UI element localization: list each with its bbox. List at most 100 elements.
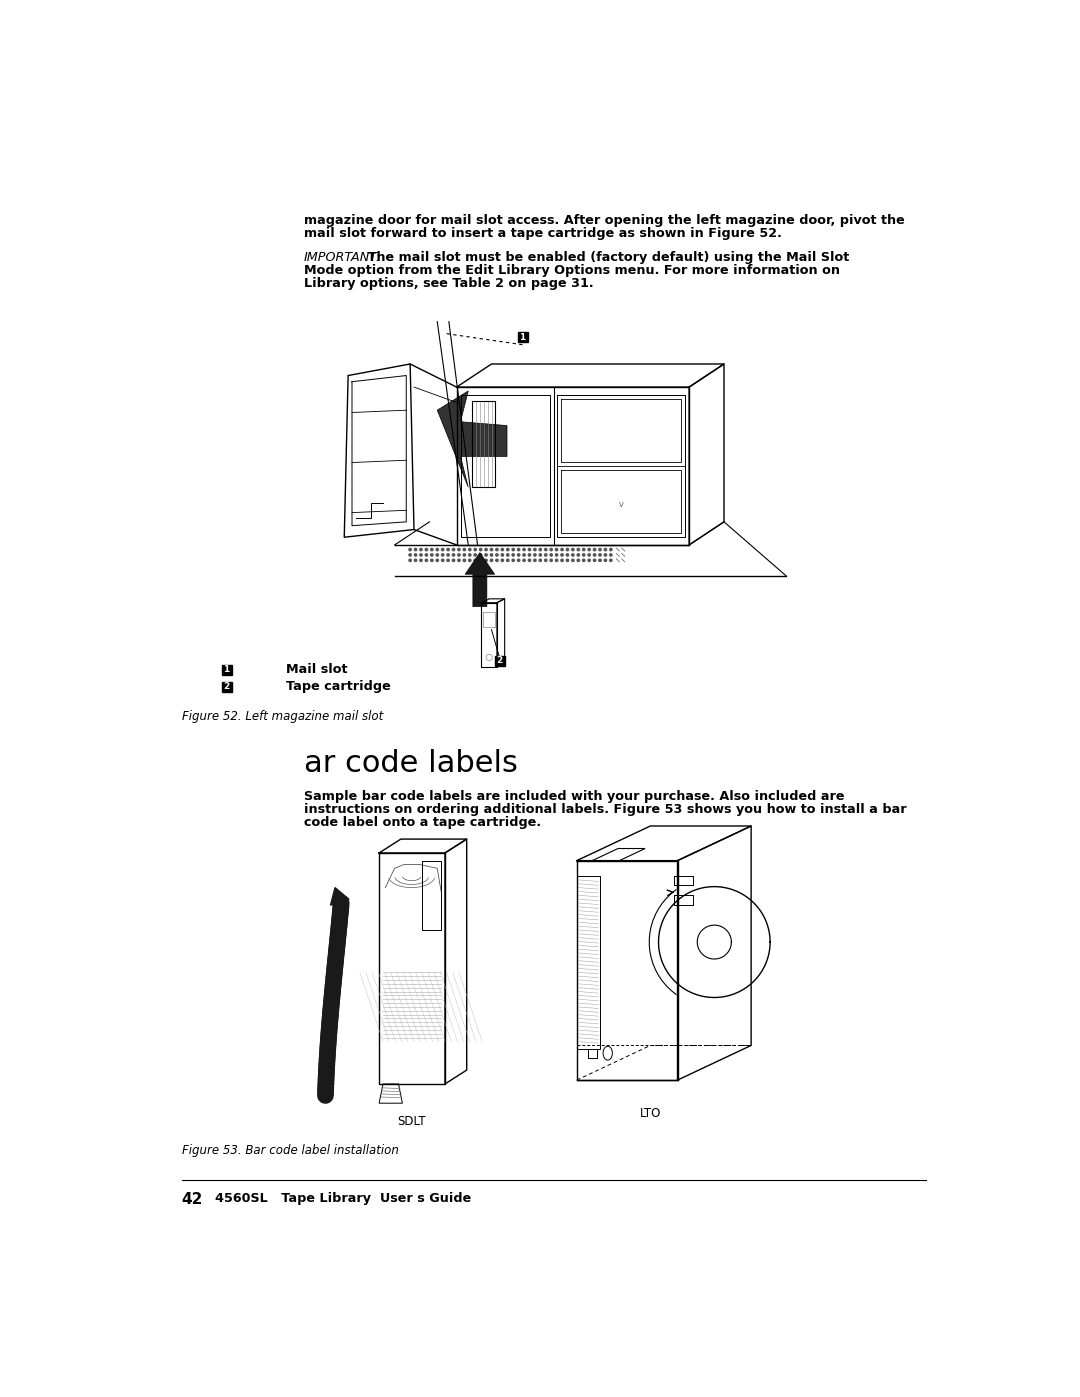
Text: magazine door for mail slot access. After opening the left magazine door, pivot : magazine door for mail slot access. Afte… [303,214,905,226]
Circle shape [442,559,444,562]
Circle shape [517,559,519,562]
Text: Figure 53. Bar code label installation: Figure 53. Bar code label installation [181,1144,399,1157]
Circle shape [420,549,422,550]
Circle shape [447,553,449,556]
Circle shape [474,549,476,550]
Circle shape [474,553,476,556]
Circle shape [496,553,498,556]
Circle shape [561,553,563,556]
Circle shape [593,553,596,556]
Text: 2: 2 [224,682,230,692]
Circle shape [593,549,596,550]
Circle shape [442,553,444,556]
Circle shape [453,559,455,562]
Circle shape [577,549,580,550]
Circle shape [415,549,417,550]
Circle shape [485,559,487,562]
Text: LTO: LTO [639,1106,661,1120]
Circle shape [458,559,460,562]
Circle shape [550,559,552,562]
Circle shape [463,549,465,550]
Text: Mode option from the Edit Library Options menu. For more information on: Mode option from the Edit Library Option… [303,264,840,277]
Circle shape [512,559,514,562]
Circle shape [420,553,422,556]
Circle shape [442,549,444,550]
Bar [221,682,232,692]
Circle shape [571,553,575,556]
Circle shape [436,553,438,556]
Circle shape [517,553,519,556]
Circle shape [528,559,530,562]
Circle shape [523,549,525,550]
Circle shape [544,559,546,562]
Circle shape [582,553,585,556]
Circle shape [426,549,428,550]
Circle shape [544,553,546,556]
Circle shape [588,553,591,556]
Text: mail slot forward to insert a tape cartridge as shown in Figure 52.: mail slot forward to insert a tape cartr… [303,226,782,240]
Circle shape [561,549,563,550]
Circle shape [420,559,422,562]
Text: V: V [619,502,623,509]
Circle shape [490,549,492,550]
FancyArrow shape [465,553,495,606]
Circle shape [610,553,612,556]
Circle shape [555,549,557,550]
Circle shape [501,559,503,562]
Circle shape [415,559,417,562]
Circle shape [409,549,411,550]
Text: 1: 1 [519,332,526,341]
Circle shape [485,553,487,556]
Text: IMPORTANT:: IMPORTANT: [303,251,381,264]
Circle shape [496,549,498,550]
Circle shape [534,559,536,562]
Text: 4560SL   Tape Library  User s Guide: 4560SL Tape Library User s Guide [215,1192,471,1204]
Text: Sample bar code labels are included with your purchase. Also included are: Sample bar code labels are included with… [303,789,845,803]
Text: Library options, see Table 2 on page 31.: Library options, see Table 2 on page 31. [303,277,594,291]
Circle shape [544,549,546,550]
Bar [221,665,232,675]
Circle shape [474,559,476,562]
Circle shape [512,553,514,556]
Bar [517,332,528,342]
Circle shape [490,559,492,562]
Circle shape [588,559,591,562]
Circle shape [507,549,509,550]
Polygon shape [437,391,507,488]
Circle shape [555,553,557,556]
Text: instructions on ordering additional labels. Figure 53 shows you how to install a: instructions on ordering additional labe… [303,803,906,816]
Circle shape [469,549,471,550]
Circle shape [550,549,552,550]
Circle shape [598,549,602,550]
Circle shape [523,559,525,562]
Circle shape [501,549,503,550]
Circle shape [453,549,455,550]
Circle shape [458,549,460,550]
Circle shape [610,559,612,562]
Circle shape [426,553,428,556]
Circle shape [605,559,607,562]
Circle shape [571,559,575,562]
Circle shape [463,559,465,562]
Circle shape [469,553,471,556]
Circle shape [528,549,530,550]
FancyArrow shape [330,887,349,907]
Circle shape [426,559,428,562]
Circle shape [436,559,438,562]
Circle shape [598,559,602,562]
Circle shape [447,549,449,550]
Circle shape [490,553,492,556]
Circle shape [409,553,411,556]
Circle shape [501,553,503,556]
Text: ar code labels: ar code labels [303,749,517,778]
Circle shape [458,553,460,556]
Circle shape [485,549,487,550]
Circle shape [463,553,465,556]
Circle shape [507,559,509,562]
Circle shape [431,553,433,556]
Text: Tape cartridge: Tape cartridge [286,680,391,693]
Circle shape [577,553,580,556]
Circle shape [447,559,449,562]
Circle shape [480,559,482,562]
Circle shape [469,559,471,562]
